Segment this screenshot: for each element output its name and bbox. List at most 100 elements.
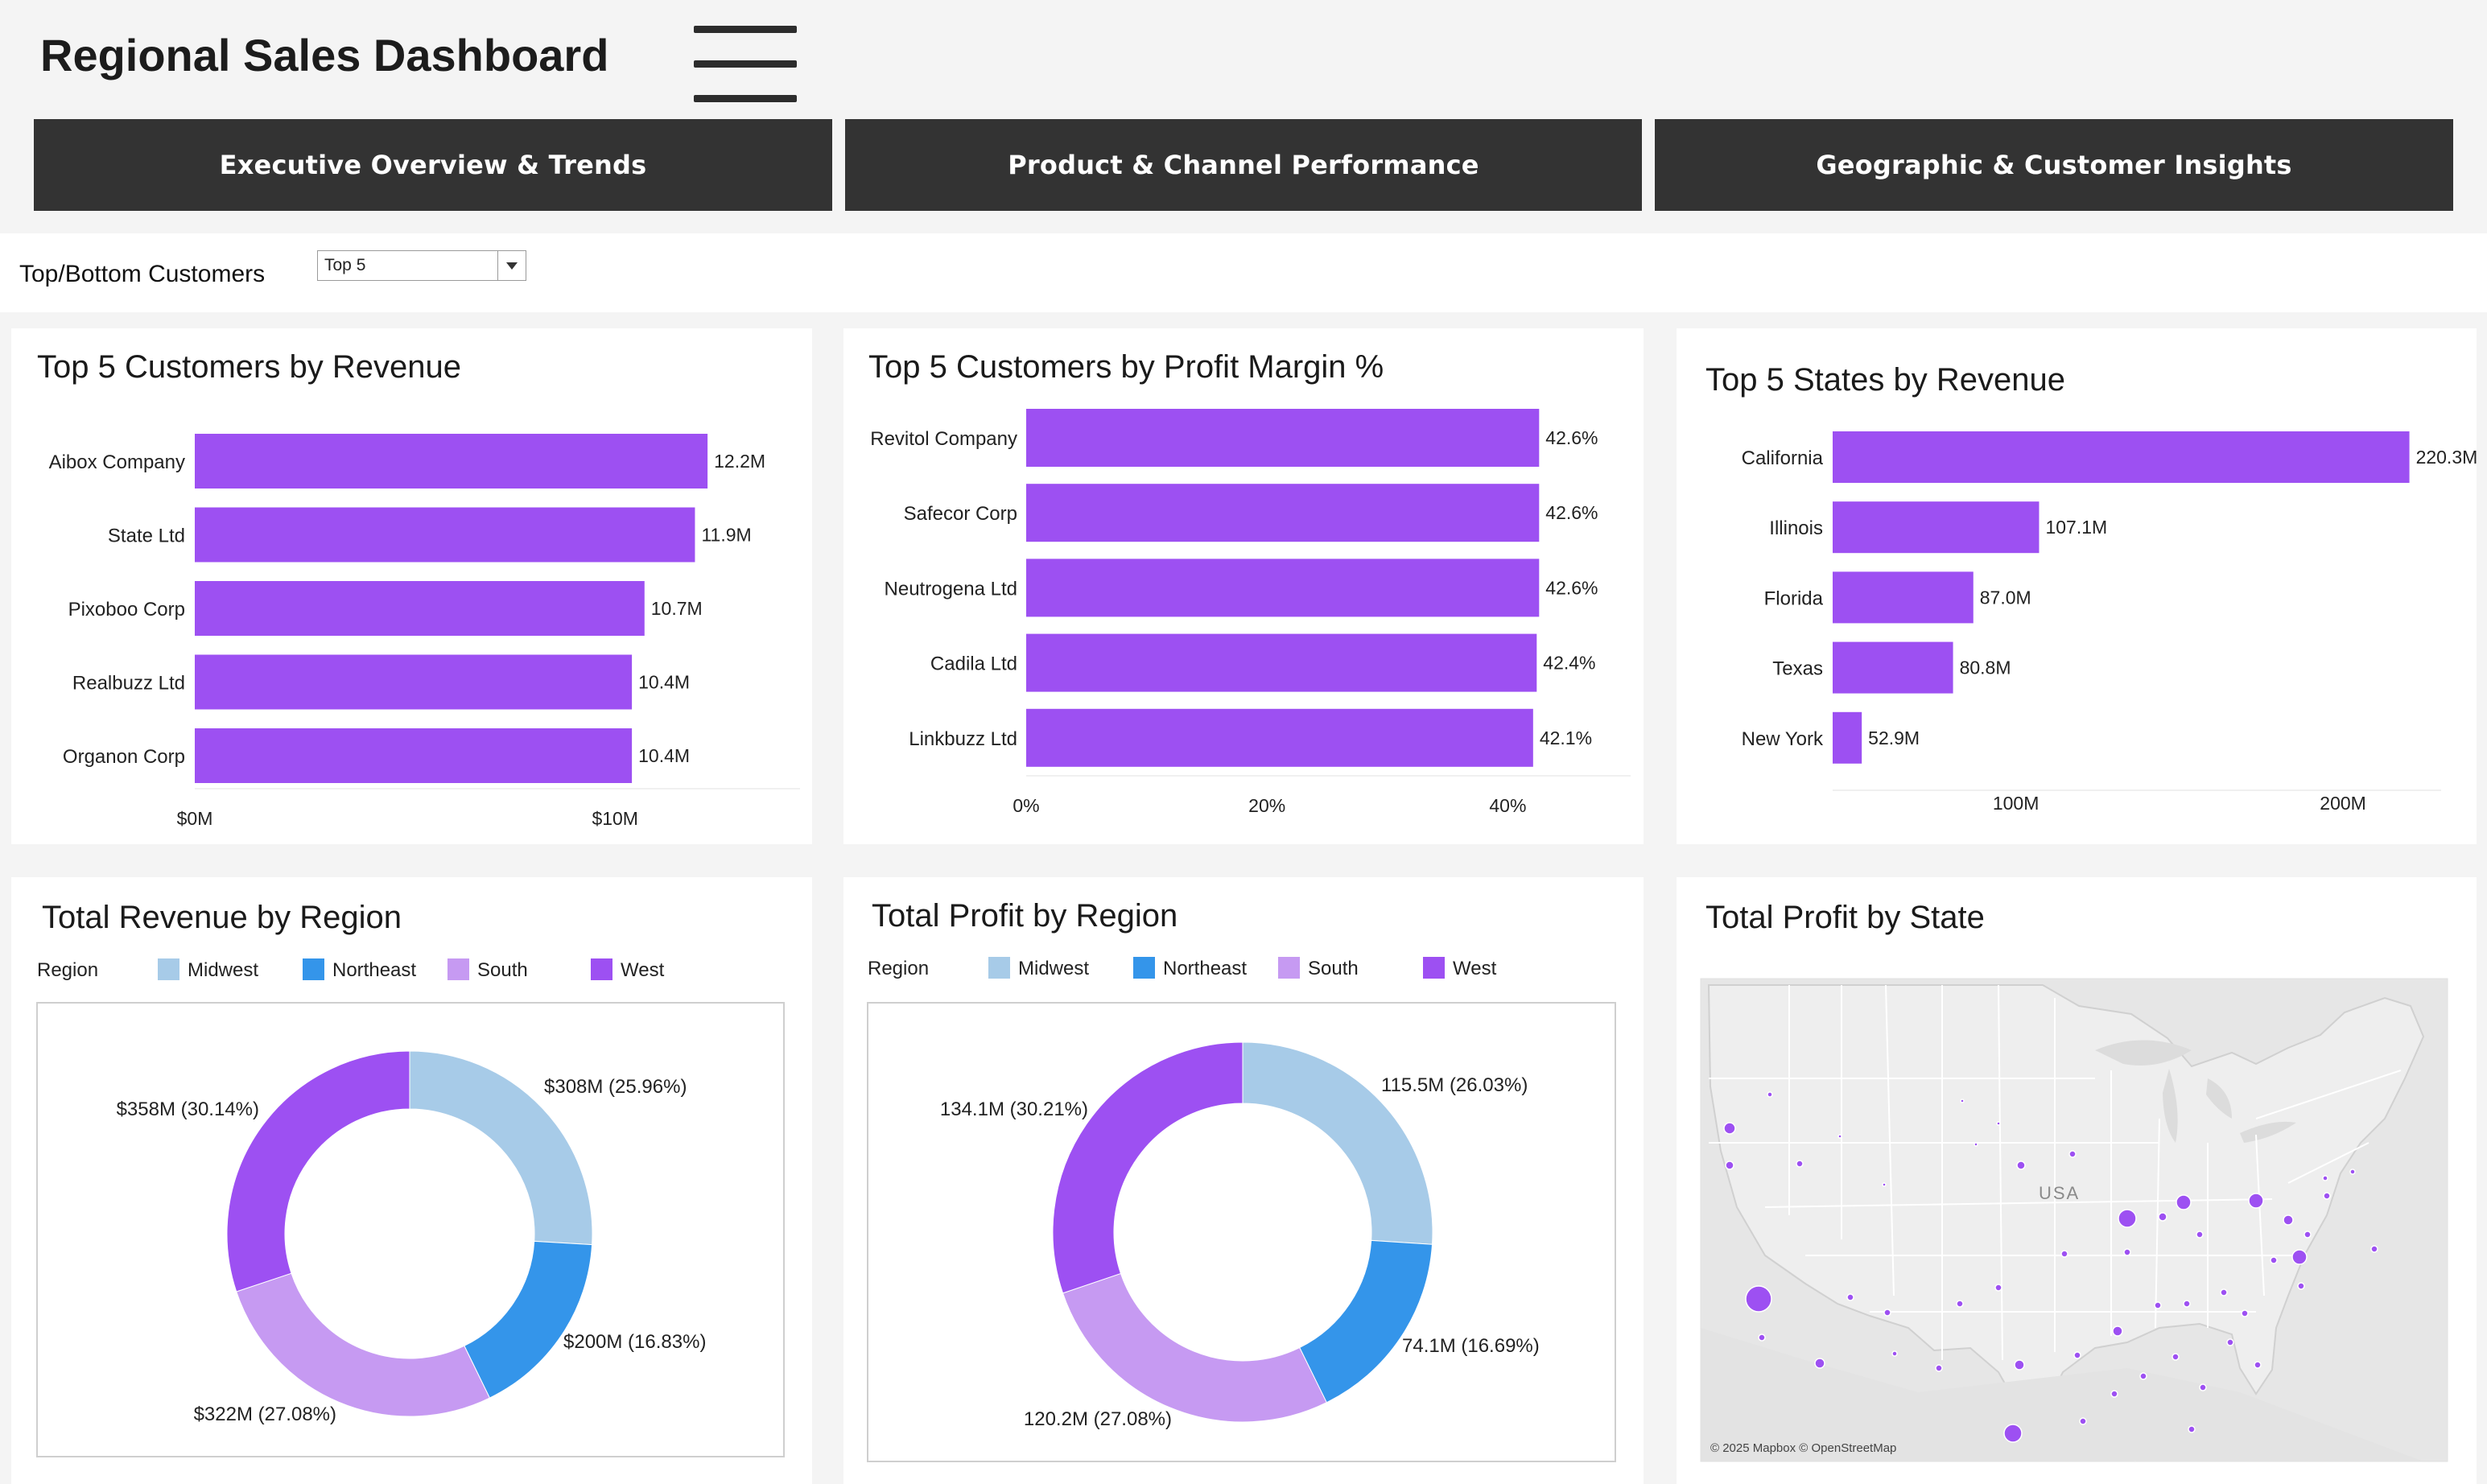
legend-item-northeast[interactable]: Northeast	[1133, 957, 1247, 979]
menu-icon[interactable]	[694, 26, 797, 103]
profit-state-map[interactable]: USA © 2025 Mapbox © OpenStreetMap	[1677, 877, 2477, 1484]
state-bubble[interactable]	[1935, 1364, 1943, 1372]
state-bubble[interactable]	[1767, 1091, 1773, 1098]
slice-south[interactable]	[236, 1272, 491, 1417]
slice-midwest[interactable]	[1242, 1041, 1433, 1245]
state-bubble[interactable]	[2254, 1361, 2262, 1369]
state-bubble[interactable]	[2016, 1160, 2026, 1170]
state-bubble[interactable]	[2123, 1248, 2131, 1256]
slice-northeast[interactable]	[464, 1240, 593, 1399]
state-bubble[interactable]	[1994, 1284, 2002, 1292]
tab-executive-overview[interactable]: Executive Overview & Trends	[34, 119, 832, 211]
legend-label: Midwest	[188, 959, 258, 981]
chevron-down-icon	[506, 262, 518, 270]
state-bubble[interactable]	[1974, 1142, 1978, 1147]
state-bubble[interactable]	[1814, 1358, 1825, 1369]
slice-label: 120.2M (27.08%)	[1024, 1408, 1172, 1430]
state-bubble[interactable]	[2112, 1325, 2123, 1337]
state-bubble[interactable]	[2183, 1300, 2191, 1308]
tab-product-channel[interactable]: Product & Channel Performance	[845, 119, 1642, 211]
state-bubble[interactable]	[2073, 1351, 2081, 1359]
chart-title: Total Profit by Region	[872, 898, 1178, 934]
state-bubble[interactable]	[1846, 1293, 1854, 1301]
bar	[1026, 633, 1537, 692]
bar	[195, 434, 708, 488]
slice-west[interactable]	[1052, 1041, 1244, 1294]
state-bubble[interactable]	[2270, 1256, 2278, 1264]
bar	[1026, 559, 1540, 617]
state-bubble[interactable]	[1891, 1350, 1898, 1357]
category-label: Linkbuzz Ltd	[909, 728, 1017, 750]
state-bubble[interactable]	[2349, 1169, 2356, 1175]
top-bottom-dropdown[interactable]: Top 5	[317, 250, 526, 281]
dropdown-button[interactable]	[497, 251, 526, 280]
state-bubble[interactable]	[2370, 1245, 2378, 1253]
state-bubble[interactable]	[2171, 1353, 2180, 1361]
state-bubble[interactable]	[2323, 1192, 2331, 1200]
state-bubble[interactable]	[1837, 1134, 1842, 1139]
tab-geographic-customer[interactable]: Geographic & Customer Insights	[1655, 119, 2453, 211]
category-label: New York	[1742, 728, 1824, 750]
slice-midwest[interactable]	[409, 1050, 593, 1246]
state-bubble[interactable]	[1882, 1182, 1887, 1187]
state-bubble[interactable]	[2241, 1309, 2249, 1317]
data-label: 52.9M	[1868, 728, 1920, 748]
state-bubble[interactable]	[2068, 1150, 2077, 1158]
legend-item-west[interactable]: West	[591, 958, 665, 981]
state-bubble[interactable]	[2225, 1462, 2232, 1469]
slice-label: 74.1M (16.69%)	[1402, 1335, 1540, 1357]
legend-item-midwest[interactable]: Midwest	[988, 957, 1089, 979]
state-bubble[interactable]	[1883, 1309, 1891, 1317]
state-bubble[interactable]	[2297, 1282, 2305, 1290]
state-bubble[interactable]	[2176, 1194, 2192, 1210]
legend-item-northeast[interactable]: Northeast	[303, 958, 416, 981]
legend-item-midwest[interactable]: Midwest	[158, 958, 258, 981]
state-bubble[interactable]	[2322, 1175, 2328, 1181]
state-bubble[interactable]	[1960, 1099, 1965, 1103]
state-bubble[interactable]	[1745, 1285, 1772, 1313]
state-bubble[interactable]	[2079, 1417, 2087, 1425]
state-bubble[interactable]	[2196, 1230, 2204, 1239]
state-bubble[interactable]	[1725, 1160, 1734, 1170]
card-profit-region: Total Profit by Region Region Midwest Nort…	[843, 877, 1644, 1484]
state-bubble[interactable]	[2118, 1209, 2137, 1228]
state-bubble[interactable]	[1758, 1334, 1766, 1342]
state-bubble[interactable]	[2303, 1230, 2312, 1239]
state-bubble[interactable]	[1956, 1300, 1964, 1308]
state-bubble[interactable]	[2154, 1301, 2162, 1309]
lake-michigan	[2163, 1069, 2178, 1143]
state-bubble[interactable]	[2014, 1359, 2025, 1371]
slice-northeast[interactable]	[1299, 1239, 1433, 1404]
state-bubble[interactable]	[2199, 1383, 2207, 1391]
tick-label: $0M	[177, 808, 213, 829]
customers-margin-chart: Revitol Company 42.6% Safecor Corp 42.6% Neu…	[870, 409, 1631, 816]
state-bubble[interactable]	[1796, 1160, 1804, 1168]
category-label: Texas	[1772, 658, 1823, 680]
category-label: Cadila Ltd	[930, 653, 1017, 675]
category-label: Florida	[1764, 587, 1824, 609]
legend-item-west[interactable]: West	[1423, 957, 1497, 979]
state-bubble[interactable]	[1723, 1122, 1736, 1135]
state-bubble[interactable]	[2003, 1424, 2023, 1443]
state-bubble[interactable]	[1996, 1121, 2001, 1126]
state-bubble[interactable]	[2188, 1425, 2196, 1433]
state-border	[2255, 1070, 2402, 1119]
state-bubble[interactable]	[2283, 1214, 2294, 1226]
state-bubble[interactable]	[2238, 1480, 2256, 1484]
state-bubble[interactable]	[2248, 1193, 2264, 1209]
slice-south[interactable]	[1062, 1272, 1327, 1423]
state-bubble[interactable]	[2060, 1250, 2068, 1258]
state-bubble[interactable]	[2220, 1288, 2228, 1296]
legend-item-south[interactable]: South	[1278, 957, 1359, 979]
lake-huron	[2206, 1078, 2232, 1119]
chart-frame	[36, 1002, 785, 1457]
legend-item-south[interactable]: South	[447, 958, 528, 981]
state-bubble[interactable]	[2110, 1390, 2118, 1398]
state-bubble[interactable]	[2291, 1249, 2308, 1265]
state-bubble[interactable]	[2132, 1461, 2138, 1468]
state-bubble[interactable]	[2226, 1338, 2234, 1346]
data-label: 42.6%	[1545, 502, 1598, 523]
slice-west[interactable]	[226, 1050, 410, 1292]
state-bubble[interactable]	[2139, 1372, 2147, 1380]
state-bubble[interactable]	[2158, 1212, 2167, 1222]
